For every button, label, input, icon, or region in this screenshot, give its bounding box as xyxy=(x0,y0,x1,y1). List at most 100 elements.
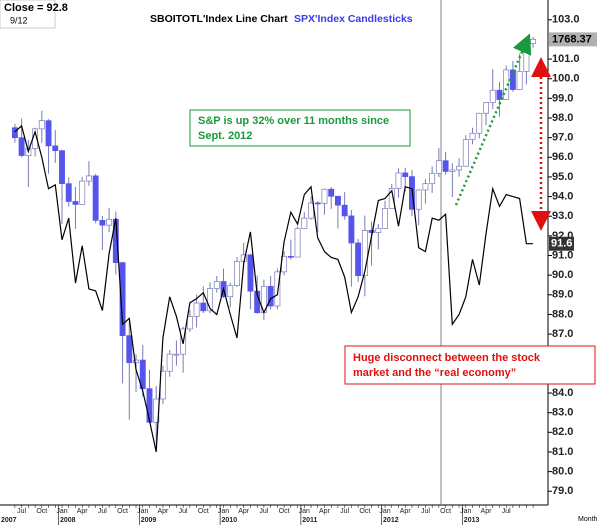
year-label: 2010 xyxy=(222,517,238,524)
legend-candles: SPX'Index Candlesticks xyxy=(294,13,413,25)
y-tick-label: 88.0 xyxy=(552,308,573,320)
candle-body xyxy=(361,230,368,276)
plot: 103.0 101.0 100.0 99.0 98.0 97.0 96.0 95.0 94.0 9… xyxy=(1,14,597,525)
close-label: Close = 92.8 xyxy=(4,2,68,14)
candle-body xyxy=(402,172,409,177)
x-tick-label: Apr xyxy=(157,508,169,515)
y-tick-label: 84.0 xyxy=(552,387,573,399)
x-tick-label: Jul xyxy=(179,508,188,515)
candle-body xyxy=(173,353,180,356)
y-tick-label: 80.0 xyxy=(552,466,573,478)
annotation-box xyxy=(344,345,596,385)
candle-body xyxy=(301,217,308,229)
candle-body xyxy=(38,120,45,130)
year-label: 2013 xyxy=(464,517,480,524)
candle-body xyxy=(382,208,388,229)
y-tick-label: 98.0 xyxy=(552,112,573,124)
candle-body xyxy=(442,160,449,172)
x-tick-label: Jul xyxy=(98,508,107,515)
y-tick-label: 101.0 xyxy=(552,53,580,65)
candle-body xyxy=(139,359,146,389)
candle-body xyxy=(435,160,442,174)
y-tick-label: 82.0 xyxy=(552,426,573,438)
annotation-text: Huge disconnect between the stock xyxy=(353,352,541,364)
candle-body xyxy=(119,262,126,336)
candle-body xyxy=(200,302,207,312)
candle-body xyxy=(388,188,395,209)
year-label: 2007 xyxy=(1,517,17,524)
x-tick-label: Jan xyxy=(460,508,471,515)
last-value-label: 1768.37 xyxy=(552,33,592,45)
x-tick-label: Oct xyxy=(36,508,47,515)
candle-body xyxy=(294,228,301,258)
candle-body xyxy=(449,169,456,172)
candle-body xyxy=(193,302,200,317)
x-tick-label: Oct xyxy=(198,508,209,515)
close-date: 9/12 xyxy=(10,15,28,25)
candle-body xyxy=(85,175,92,182)
y-tick-label: 94.0 xyxy=(552,190,573,202)
y-tick-label: 89.0 xyxy=(552,289,573,301)
candle-body xyxy=(45,120,52,147)
last-value-box xyxy=(549,32,597,47)
x-tick-label: Oct xyxy=(279,508,290,515)
x-axis-label: Month xyxy=(578,516,598,523)
candle-body xyxy=(11,127,18,139)
candle-body xyxy=(314,202,321,205)
year-label: 2011 xyxy=(302,517,317,524)
candle-body xyxy=(186,316,193,330)
legend-line: SBOITOTL'Index Line Chart xyxy=(150,13,288,25)
annotation-text: Sept. 2012 xyxy=(198,130,252,142)
y-tick-label: 99.0 xyxy=(552,92,573,104)
candle-body xyxy=(166,353,173,372)
x-tick-label: Jan xyxy=(379,508,390,515)
candle-body xyxy=(496,89,503,100)
annotation-box xyxy=(189,109,411,147)
candle-body xyxy=(395,172,402,189)
candle-body xyxy=(65,183,72,202)
x-tick-label: Jul xyxy=(421,508,430,515)
year-label: 2008 xyxy=(60,517,76,524)
candle-body xyxy=(422,183,429,191)
x-tick-label: Jan xyxy=(299,508,310,515)
annotation-text: S&P is up 32% over 11 months since xyxy=(198,115,389,127)
y-tick-label: 91.0 xyxy=(552,249,573,261)
candle-body xyxy=(321,188,328,204)
y-tick-label: 87.0 xyxy=(552,328,573,340)
y-tick-label: 100.0 xyxy=(552,73,580,85)
x-tick-label: Jul xyxy=(502,508,511,515)
y-tick-label: 81.0 xyxy=(552,446,573,458)
x-tick-label: Oct xyxy=(440,508,451,515)
candle-body xyxy=(234,261,240,286)
x-tick-label: Jan xyxy=(56,508,67,515)
year-label: 2012 xyxy=(383,517,399,524)
candle-body xyxy=(456,165,463,171)
candle-body xyxy=(274,271,281,307)
candle-body xyxy=(355,242,362,276)
candle-body xyxy=(59,150,65,185)
y-tick-label: 103.0 xyxy=(552,14,580,26)
candle-body xyxy=(348,215,355,244)
candle-body xyxy=(334,195,341,206)
candle-body xyxy=(146,388,153,423)
last-value-label: 91.6 xyxy=(551,238,572,250)
x-tick-label: Apr xyxy=(400,508,412,515)
y-tick-label: 95.0 xyxy=(552,171,573,183)
candle-body xyxy=(247,254,254,292)
y-tick-label: 79.0 xyxy=(552,485,573,497)
x-tick-label: Jan xyxy=(218,508,229,515)
candle-body xyxy=(415,189,422,210)
candle-body xyxy=(72,201,79,205)
line-series xyxy=(14,124,534,453)
candle-body xyxy=(92,175,99,221)
candle-body xyxy=(429,172,436,185)
x-tick-label: Apr xyxy=(319,508,331,515)
last-value-box xyxy=(549,236,574,251)
y-tick-label: 97.0 xyxy=(552,132,573,144)
x-tick-label: Jan xyxy=(137,508,148,515)
arrow xyxy=(454,33,532,206)
annotation-text: market and the “real economy” xyxy=(353,367,516,379)
candle-body xyxy=(18,137,25,156)
